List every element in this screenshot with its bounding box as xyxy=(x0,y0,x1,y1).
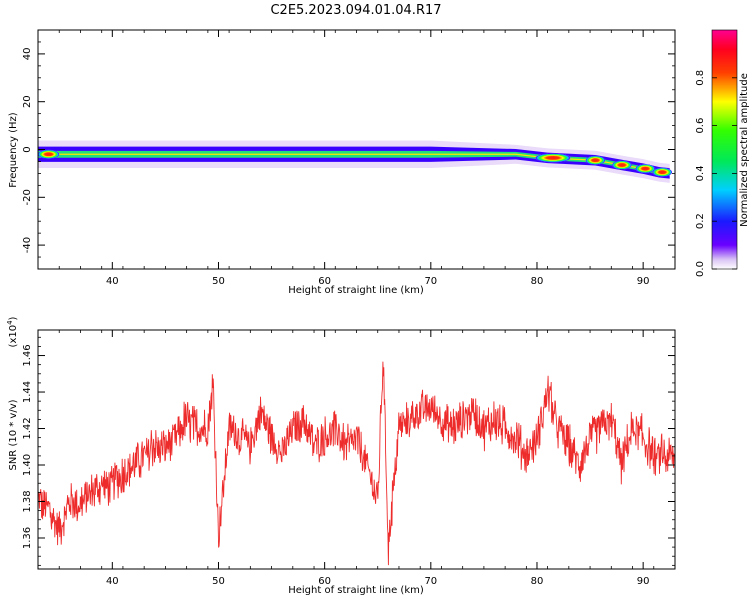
x-tick-label: 80 xyxy=(531,576,544,587)
x-tick-label: 80 xyxy=(531,276,544,287)
x-tick-label: 60 xyxy=(318,276,331,287)
x-tick-label: 60 xyxy=(318,576,331,587)
figure-title: C2E5.2023.094.01.04.R17 xyxy=(270,3,441,18)
y-tick-label: 40 xyxy=(22,48,33,61)
y-tick-label: 1.44 xyxy=(22,381,33,403)
snr-multiplier-close: ) xyxy=(8,316,19,320)
colorbar-tick-label: 0.2 xyxy=(695,213,706,229)
heatmap-yticks: -40 -20 0 20 40 xyxy=(22,29,675,270)
snr-multiplier-open: (x10 xyxy=(8,325,19,348)
x-tick-label: 40 xyxy=(106,576,119,587)
heatmap-peak xyxy=(635,164,656,174)
y-tick-label: -20 xyxy=(22,189,33,205)
heatmap-peak xyxy=(585,155,606,165)
colorbar-label: Normalized spectral amplitude xyxy=(739,73,750,227)
colorbar-tick-label: 0.6 xyxy=(695,118,706,134)
colorbar-gradient xyxy=(712,30,737,269)
heatmap-peak xyxy=(652,167,673,177)
heatmap-xticks: 40 50 60 70 80 90 xyxy=(37,30,676,287)
heatmap-xlabel: Height of straight line (km) xyxy=(288,285,424,296)
snr-xticks: 40 50 60 70 80 90 xyxy=(37,330,676,587)
y-tick-label: 1.36 xyxy=(22,527,33,549)
heatmap-panel: 40 50 60 70 80 90 -40 -20 0 20 40 Height of strai… xyxy=(8,29,676,296)
x-tick-label: 70 xyxy=(424,576,437,587)
y-tick-label: 1.38 xyxy=(22,490,33,512)
snr-ylabel: SNR (10 * v/v) xyxy=(8,399,19,470)
heatmap-peak xyxy=(534,153,571,163)
y-tick-label: 1.46 xyxy=(22,344,33,366)
colorbar-frame xyxy=(711,29,738,270)
snr-panel: 40 50 60 70 80 90 1.36 1.38 1.40 1.42 1.44 1.46 He… xyxy=(6,316,676,596)
x-tick-label: 90 xyxy=(637,276,650,287)
x-tick-label: 50 xyxy=(212,276,225,287)
svg-text:(x104): (x104) xyxy=(6,316,19,347)
colorbar-tick-label: 0.8 xyxy=(695,70,706,86)
y-tick-label: -40 xyxy=(22,237,33,253)
colorbar-ticks: 0.0 0.2 0.4 0.6 0.8 xyxy=(695,70,737,277)
x-tick-label: 90 xyxy=(637,576,650,587)
colorbar-tick-label: 0.4 xyxy=(695,165,706,181)
snr-frame xyxy=(37,329,676,570)
heatmap-band-inner xyxy=(38,150,670,176)
snr-series-line xyxy=(38,361,675,566)
x-tick-label: 70 xyxy=(424,276,437,287)
x-tick-label: 50 xyxy=(212,576,225,587)
x-tick-label: 40 xyxy=(106,276,119,287)
colorbar-tick-label: 0.0 xyxy=(695,261,706,277)
colorbar: 0.0 0.2 0.4 0.6 0.8 Normalized spectral ampl… xyxy=(695,29,750,277)
heatmap-peak xyxy=(38,149,60,159)
snr-yticks: 1.36 1.38 1.40 1.42 1.44 1.46 xyxy=(22,336,675,566)
heatmap-peak xyxy=(611,160,632,170)
y-tick-label: 20 xyxy=(22,95,33,108)
y-tick-label: 1.42 xyxy=(22,417,33,439)
y-tick-label: 0 xyxy=(22,146,33,152)
snr-multiplier-exp: 4 xyxy=(6,320,14,325)
y-tick-label: 1.40 xyxy=(22,454,33,476)
heatmap-ylabel: Frequency (Hz) xyxy=(8,112,19,188)
snr-xlabel: Height of straight line (km) xyxy=(288,585,424,596)
heatmap-band xyxy=(38,140,673,183)
snr-multiplier: (x104) xyxy=(6,316,19,347)
